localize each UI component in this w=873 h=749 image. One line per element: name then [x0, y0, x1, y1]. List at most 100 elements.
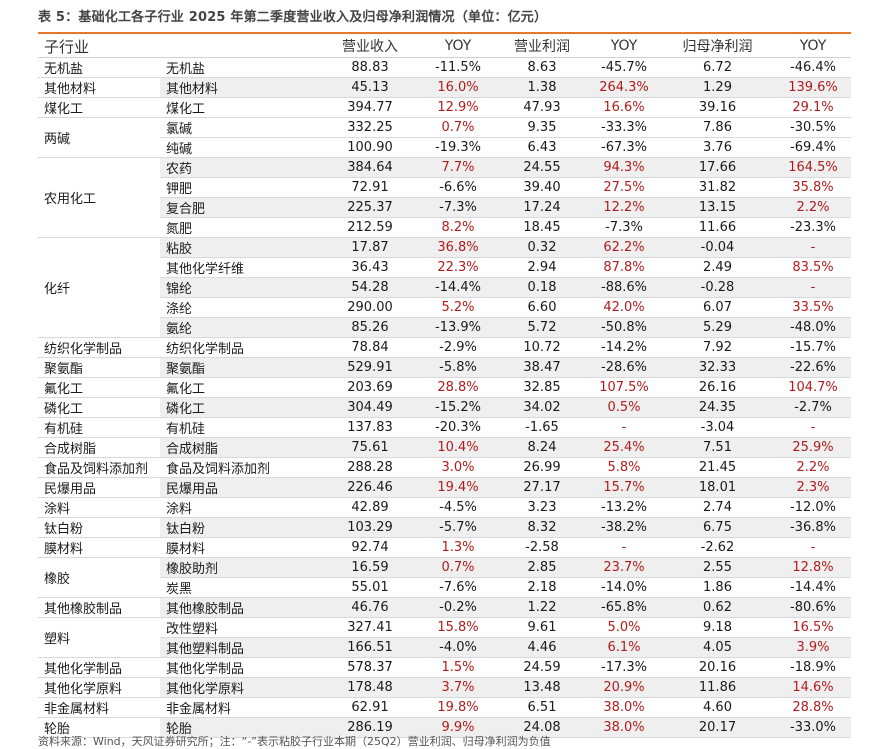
industry-cell: 化纤	[38, 237, 160, 338]
net-profit-yoy-cell: -80.6%	[775, 597, 851, 618]
revenue-cell: 286.19	[320, 717, 420, 738]
net-profit-cell: -2.62	[660, 537, 775, 558]
net-profit-cell: 0.62	[660, 597, 775, 618]
industry-cell: 涂料	[38, 497, 160, 518]
net-profit-cell: 13.15	[660, 197, 775, 218]
sub-industry-cell: 粘胶	[160, 237, 320, 258]
revenue-cell: 225.37	[320, 197, 420, 218]
revenue-yoy-cell: 3.0%	[420, 457, 496, 478]
revenue-cell: 16.59	[320, 557, 420, 578]
revenue-cell: 75.61	[320, 437, 420, 458]
net-profit-yoy-cell: -69.4%	[775, 137, 851, 158]
sub-industry-cell: 合成树脂	[160, 437, 320, 458]
sub-industry-cell: 钾肥	[160, 177, 320, 198]
table-row: 涂料 涂料 42.89 -4.5% 3.23 -13.2% 2.74 -12.0%	[38, 497, 851, 518]
net-profit-yoy-cell: -18.9%	[775, 657, 851, 678]
revenue-cell: 226.46	[320, 477, 420, 498]
table-row: 纺织化学制品 纺织化学制品 78.84 -2.9% 10.72 -14.2% 7.92 -15…	[38, 337, 851, 358]
operating-profit-cell: 13.48	[496, 677, 588, 698]
revenue-yoy-cell: 9.9%	[420, 717, 496, 738]
operating-profit-yoy-cell: -	[588, 417, 660, 438]
revenue-yoy-cell: -7.3%	[420, 197, 496, 218]
operating-profit-cell: 6.43	[496, 137, 588, 158]
revenue-cell: 212.59	[320, 217, 420, 238]
net-profit-yoy-cell: -15.7%	[775, 337, 851, 358]
industry-cell: 其他化学制品	[38, 657, 160, 678]
table-row: 民爆用品 民爆用品 226.46 19.4% 27.17 15.7% 18.01 2.3%	[38, 477, 851, 498]
sub-industry-cell: 纯碱	[160, 137, 320, 158]
sub-industry-cell: 氨纶	[160, 317, 320, 338]
net-profit-cell: 1.29	[660, 77, 775, 98]
operating-profit-yoy-cell: 15.7%	[588, 477, 660, 498]
revenue-yoy-cell: -6.6%	[420, 177, 496, 198]
header-operating-profit-yoy: YOY	[588, 35, 660, 58]
industry-cell: 轮胎	[38, 717, 160, 738]
operating-profit-cell: 8.24	[496, 437, 588, 458]
operating-profit-yoy-cell: -28.6%	[588, 357, 660, 378]
table-caption: 表 5：基础化工各子行业 2025 年第二季度营业收入及归母净利润情况（单位：亿…	[38, 10, 548, 25]
table-row: 其他化学纤维 36.43 22.3% 2.94 87.8% 2.49 83.5%	[38, 257, 851, 278]
table-header-row: 子行业 营业收入 YOY 营业利润 YOY 归母净利润 YOY	[38, 35, 851, 58]
revenue-yoy-cell: 19.4%	[420, 477, 496, 498]
net-profit-yoy-cell: -30.5%	[775, 117, 851, 138]
net-profit-cell: 4.60	[660, 697, 775, 718]
revenue-yoy-cell: 0.7%	[420, 117, 496, 138]
net-profit-yoy-cell: 104.7%	[775, 377, 851, 398]
net-profit-yoy-cell: 16.5%	[775, 617, 851, 638]
revenue-yoy-cell: 10.4%	[420, 437, 496, 458]
operating-profit-cell: 26.99	[496, 457, 588, 478]
sub-industry-cell: 橡胶助剂	[160, 557, 320, 578]
revenue-cell: 100.90	[320, 137, 420, 158]
industry-cell: 其他材料	[38, 77, 160, 98]
revenue-cell: 45.13	[320, 77, 420, 98]
net-profit-yoy-cell: -	[775, 237, 851, 258]
revenue-yoy-cell: 15.8%	[420, 617, 496, 638]
industry-cell: 钛白粉	[38, 517, 160, 538]
header-net-profit: 归母净利润	[660, 35, 775, 58]
sub-industry-cell: 煤化工	[160, 97, 320, 118]
net-profit-cell: 32.33	[660, 357, 775, 378]
revenue-cell: 72.91	[320, 177, 420, 198]
operating-profit-yoy-cell: 0.5%	[588, 397, 660, 418]
revenue-cell: 290.00	[320, 297, 420, 318]
operating-profit-cell: 18.45	[496, 217, 588, 238]
net-profit-cell: 2.55	[660, 557, 775, 578]
net-profit-cell: 11.66	[660, 217, 775, 238]
sub-industry-cell: 锦纶	[160, 277, 320, 298]
net-profit-yoy-cell: -12.0%	[775, 497, 851, 518]
operating-profit-yoy-cell: 23.7%	[588, 557, 660, 578]
sub-industry-cell: 其他材料	[160, 77, 320, 98]
operating-profit-cell: 4.46	[496, 637, 588, 658]
table-row: 氟化工 氟化工 203.69 28.8% 32.85 107.5% 26.16 104.7%	[38, 377, 851, 398]
revenue-cell: 54.28	[320, 277, 420, 298]
operating-profit-yoy-cell: -65.8%	[588, 597, 660, 618]
operating-profit-yoy-cell: 5.8%	[588, 457, 660, 478]
net-profit-cell: 11.86	[660, 677, 775, 698]
header-sub-industry: 子行业	[38, 35, 160, 58]
operating-profit-yoy-cell: -88.6%	[588, 277, 660, 298]
table-row: 涤纶 290.00 5.2% 6.60 42.0% 6.07 33.5%	[38, 297, 851, 318]
operating-profit-cell: 9.35	[496, 117, 588, 138]
operating-profit-yoy-cell: -17.3%	[588, 657, 660, 678]
revenue-yoy-cell: -15.2%	[420, 397, 496, 418]
operating-profit-yoy-cell: 42.0%	[588, 297, 660, 318]
revenue-cell: 92.74	[320, 537, 420, 558]
revenue-yoy-cell: 19.8%	[420, 697, 496, 718]
operating-profit-cell: 5.72	[496, 317, 588, 338]
net-profit-cell: 39.16	[660, 97, 775, 118]
revenue-yoy-cell: 1.5%	[420, 657, 496, 678]
operating-profit-cell: 8.63	[496, 57, 588, 78]
net-profit-cell: 31.82	[660, 177, 775, 198]
table-row: 氨纶 85.26 -13.9% 5.72 -50.8% 5.29 -48.0%	[38, 317, 851, 338]
revenue-cell: 394.77	[320, 97, 420, 118]
net-profit-yoy-cell: -48.0%	[775, 317, 851, 338]
operating-profit-cell: 24.59	[496, 657, 588, 678]
sub-industry-cell: 纺织化学制品	[160, 337, 320, 358]
table-row: 其他化学原料 其他化学原料 178.48 3.7% 13.48 20.9% 11.86 14.…	[38, 677, 851, 698]
net-profit-yoy-cell: -33.0%	[775, 717, 851, 738]
net-profit-yoy-cell: 83.5%	[775, 257, 851, 278]
net-profit-yoy-cell: 25.9%	[775, 437, 851, 458]
table-row: 轮胎 轮胎 286.19 9.9% 24.08 38.0% 20.17 -33.0%	[38, 717, 851, 738]
industry-cell: 农用化工	[38, 157, 160, 238]
operating-profit-cell: 2.85	[496, 557, 588, 578]
